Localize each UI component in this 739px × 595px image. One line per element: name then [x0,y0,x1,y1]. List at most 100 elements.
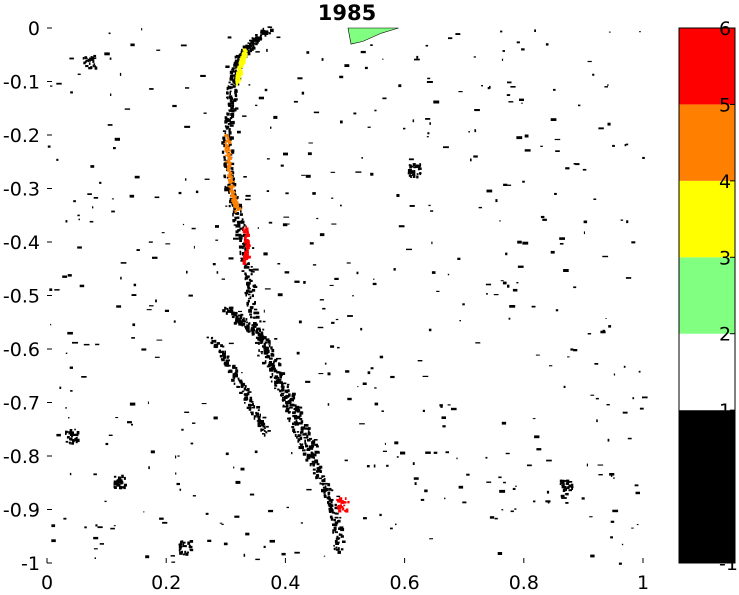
x-axis: 0 0.2 0.4 0.6 0.8 1 [41,558,649,594]
band-pixel [262,433,265,435]
band-pixel [335,542,339,545]
speckle [474,109,480,112]
band-pixel [273,376,277,379]
band-pixel [330,508,334,511]
band-pixel [245,293,247,297]
band-pixel [308,445,312,448]
band-pixel [316,463,320,466]
band-pixel [243,256,246,259]
band-pixel [226,146,230,150]
band-pixel [224,154,229,157]
band-pixel [239,227,243,230]
band-pixel [273,369,278,373]
speckle [120,262,127,264]
speckle [134,175,140,179]
band-pixel [255,330,259,334]
band-pixel [244,50,247,53]
band-pixel [249,42,252,47]
colorbar-bin [679,180,735,258]
speckle [414,58,420,61]
band-pixel [236,317,241,320]
band-pixel [223,143,226,148]
blob-pixel [74,428,76,431]
speckle [65,352,68,354]
speckle [114,137,120,141]
speckle [69,366,73,369]
band-pixel [247,287,251,290]
blob-feature [113,474,127,490]
band-pixel [252,332,255,336]
speckle [59,386,62,389]
speckle [621,543,624,546]
band-pixel [245,245,250,248]
band-pixel [215,345,218,349]
band-pixel [256,420,259,422]
band-pixel [244,320,247,323]
blob-pixel [93,54,97,57]
band-pixel [286,395,290,398]
band-pixel [243,232,246,234]
speckle [400,451,406,455]
band-pixel [281,372,286,375]
speckle [430,210,434,212]
band-pixel [243,393,247,396]
band-pixel [250,266,253,268]
band-pixel [255,42,258,46]
speckle [555,150,560,152]
speckle [129,194,135,198]
speckle [268,509,274,513]
band-pixel [235,80,238,84]
speckle [180,44,187,47]
speckle [612,144,615,147]
band-pixel [316,475,319,479]
y-tick-label: -0.1 [3,72,40,94]
speckle [384,442,386,445]
speckle [610,536,613,539]
speckle [468,131,470,133]
band-pixel [331,504,334,507]
colorbar-tick-label: -1 [719,553,738,575]
band-pixel [333,526,337,531]
speckle [113,147,116,150]
speckle [89,220,94,223]
band-pixel [232,373,235,377]
blob-pixel [121,481,124,484]
band-pixel [247,51,251,56]
band-pixel [236,61,240,65]
speckle [374,109,377,112]
speckle [458,91,463,93]
band-pixel [319,477,322,480]
colorbar-tick-label: 2 [719,324,731,346]
band-pixel [304,432,307,436]
speckle [587,333,592,335]
speckle [625,277,632,279]
band-pixel [220,344,223,348]
band-pixel [315,459,319,463]
speckle [321,58,324,61]
band-pixel [246,262,249,265]
speckle [625,143,629,146]
band-pixel [261,428,264,431]
speckle [316,217,319,220]
speckle [221,523,224,525]
band-pixel [291,395,294,398]
band-pixel [224,148,229,152]
band-pixel [246,303,249,307]
speckle [473,155,478,158]
band-pixel [304,439,306,443]
speckle [243,176,247,178]
band-pixel [245,238,249,241]
speckle [417,360,423,362]
speckle [610,520,615,523]
speckle [68,417,70,419]
blob-pixel [114,481,117,485]
blob-pixel [338,510,342,513]
band-pixel [251,294,254,298]
speckle [93,473,97,476]
band-pixel [258,349,260,352]
band-pixel [234,206,238,209]
band-pixel [299,411,304,415]
speckle [78,218,80,221]
speckle [51,539,56,543]
